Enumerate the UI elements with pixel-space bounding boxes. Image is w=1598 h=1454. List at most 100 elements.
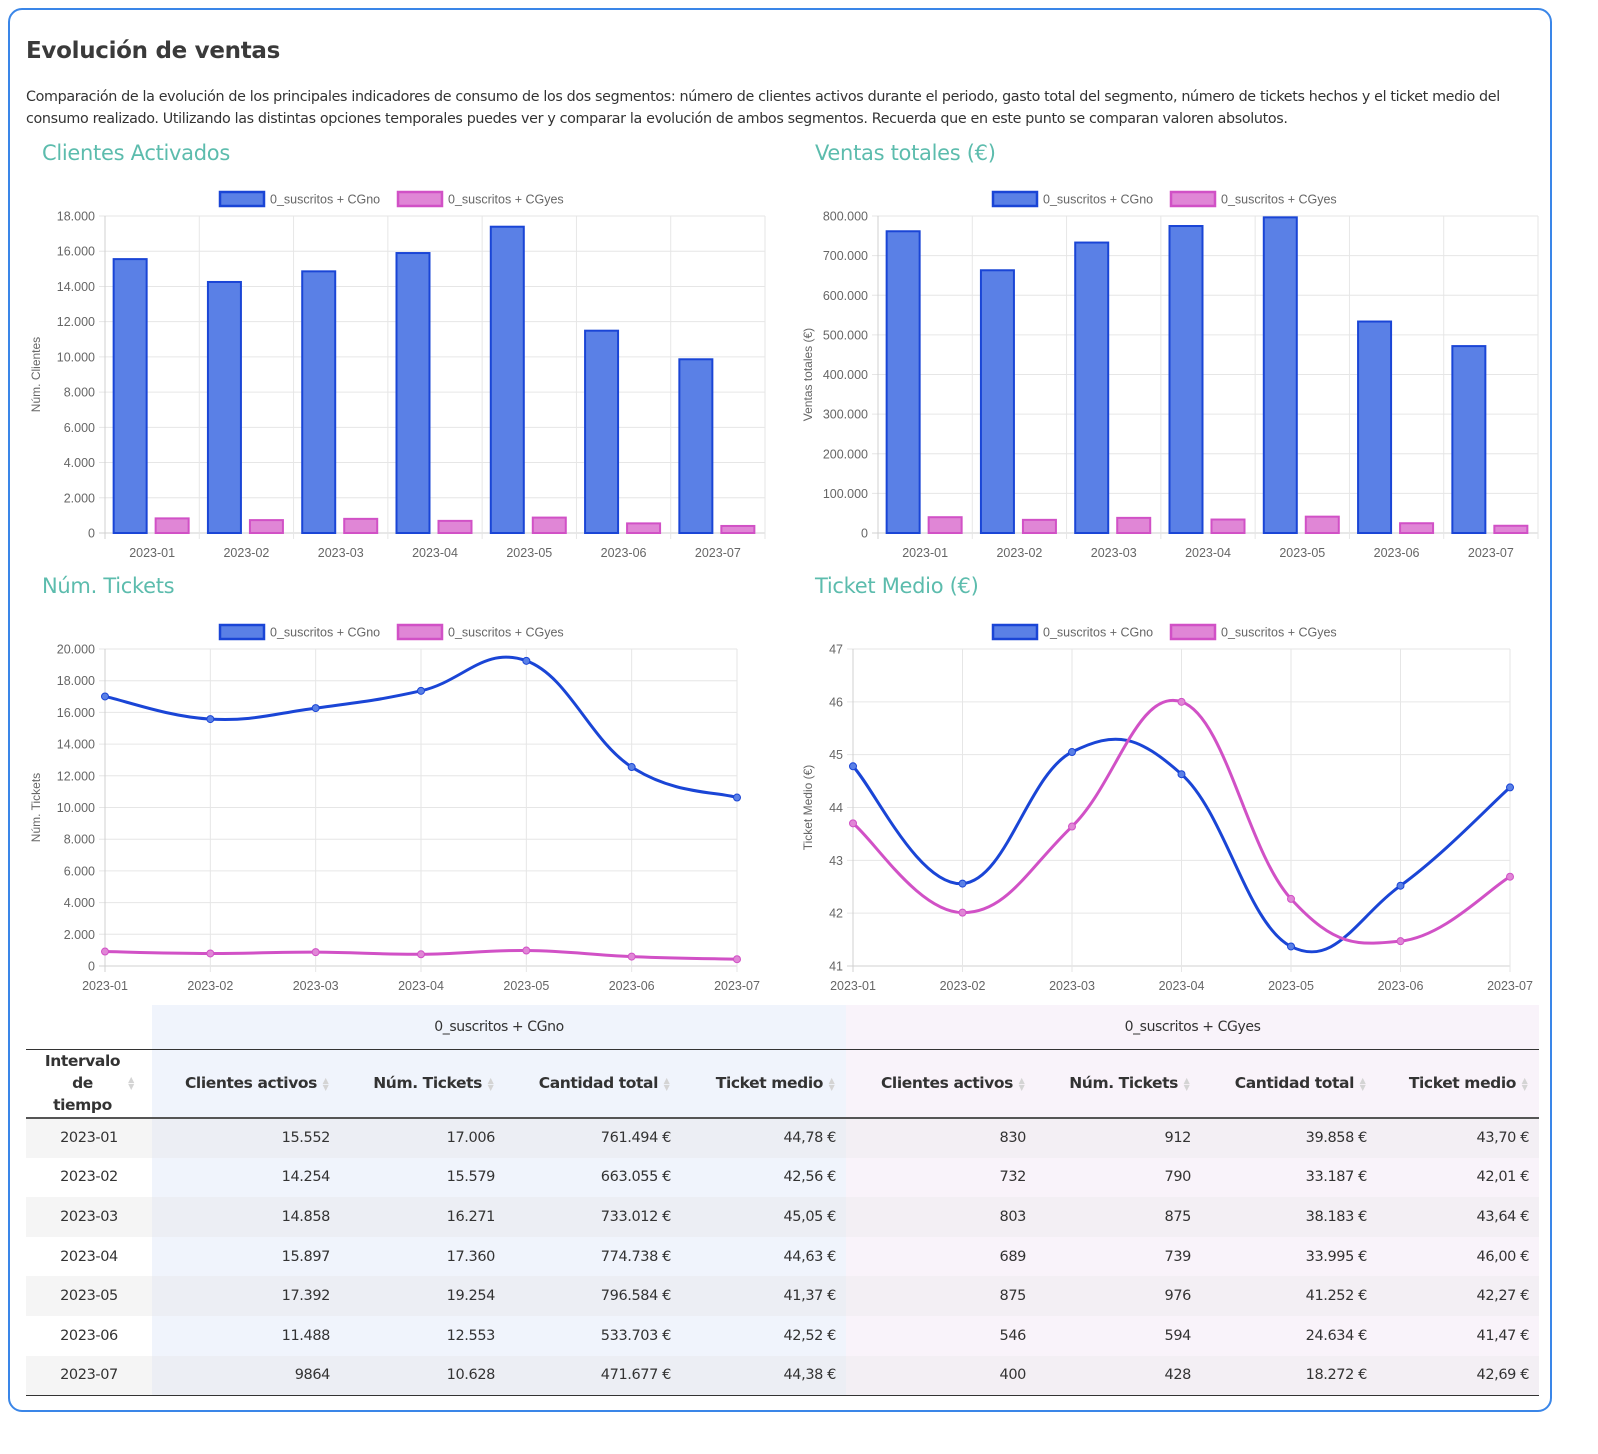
point-cgyes[interactable] <box>1506 872 1514 881</box>
x-tick-label: 2023-02 <box>996 546 1042 560</box>
column-header-label: Cantidad total <box>538 1074 659 1093</box>
point-cgno[interactable] <box>627 763 636 772</box>
table-cell-interval: 2023-03 <box>26 1197 152 1237</box>
bar-cgyes[interactable] <box>1210 518 1246 534</box>
bar-cgyes[interactable] <box>531 516 567 534</box>
point-cgno[interactable] <box>206 715 215 724</box>
table-cell-ticket-medio-cgno: 44,78 € <box>681 1118 846 1158</box>
point-cgyes[interactable] <box>417 950 425 959</box>
legend-item-cgno[interactable]: 0_suscritos + CGno <box>218 623 380 641</box>
chart-tickets: 0 2.000 4.000 6.000 8.000 10.000 12.000 14.000 1… <box>29 623 760 993</box>
point-cgyes[interactable] <box>1287 894 1295 903</box>
column-header-clientes-cgno[interactable]: Clientes activos ▲ ▼ <box>152 1049 340 1119</box>
sort-icon[interactable]: ▲ ▼ <box>828 1075 835 1092</box>
bar-cgno[interactable] <box>1168 225 1204 534</box>
bar-cgyes[interactable] <box>927 516 963 534</box>
bar-cgyes[interactable] <box>1304 515 1340 534</box>
point-cgno[interactable] <box>1068 748 1076 757</box>
sort-icon[interactable]: ▲ ▼ <box>128 1075 134 1092</box>
legend-item-cgyes[interactable]: 0_suscritos + CGyes <box>396 190 564 208</box>
bar-cgyes[interactable] <box>437 519 473 535</box>
column-header-cantidad-cgyes[interactable]: Cantidad total ▲ ▼ <box>1201 1049 1377 1119</box>
point-cgno[interactable] <box>733 793 741 802</box>
bar-cgno[interactable] <box>885 230 921 534</box>
table-cell-ticket-medio-cgyes: 42,01 € <box>1377 1157 1540 1198</box>
point-cgno[interactable] <box>1177 770 1186 779</box>
bar-cgno[interactable] <box>1074 241 1110 534</box>
point-cgyes[interactable] <box>206 949 215 958</box>
point-cgyes[interactable] <box>101 947 109 956</box>
point-cgyes[interactable] <box>733 955 741 964</box>
bar-cgno[interactable] <box>678 358 714 534</box>
point-cgyes[interactable] <box>849 819 857 828</box>
column-header-tickets-cgno[interactable]: Núm. Tickets ▲ ▼ <box>340 1049 505 1119</box>
point-cgyes[interactable] <box>1177 697 1186 706</box>
table-cell-tickets-cgno: 17.006 <box>340 1118 505 1158</box>
legend-item-cgyes[interactable]: 0_suscritos + CGyes <box>396 623 564 641</box>
legend-item-cgno[interactable]: 0_suscritos + CGno <box>991 623 1153 641</box>
bar-cgno[interactable] <box>112 258 148 534</box>
point-cgyes[interactable] <box>522 946 531 955</box>
point-cgno[interactable] <box>1506 783 1514 792</box>
bar-cgyes[interactable] <box>343 517 379 534</box>
column-header-cantidad-cgno[interactable]: Cantidad total ▲ ▼ <box>505 1049 681 1119</box>
chart-ticketmedio: 41 42 43 44 45 46 47 2023-01 2023-02 2023-03 2023-… <box>801 623 1533 993</box>
sort-icon[interactable]: ▲ ▼ <box>1183 1075 1190 1092</box>
point-cgyes[interactable] <box>311 948 320 957</box>
legend-item-cgyes[interactable]: 0_suscritos + CGyes <box>1169 623 1337 641</box>
legend-label: 0_suscritos + CGno <box>270 626 380 640</box>
sort-icon[interactable]: ▲ ▼ <box>322 1075 329 1092</box>
bar-cgyes[interactable] <box>154 517 190 534</box>
legend-item-cgyes[interactable]: 0_suscritos + CGyes <box>1169 190 1337 208</box>
legend-swatch <box>1169 190 1217 208</box>
bar-cgno[interactable] <box>1262 216 1298 535</box>
legend-item-cgno[interactable]: 0_suscritos + CGno <box>991 190 1153 208</box>
point-cgno[interactable] <box>417 686 425 695</box>
bar-cgyes[interactable] <box>1116 516 1152 535</box>
table-cell-ticket-medio-cgno: 41,37 € <box>681 1276 846 1316</box>
point-cgno[interactable] <box>958 879 967 888</box>
bar-cgno[interactable] <box>584 329 620 535</box>
bar-cgyes[interactable] <box>1399 522 1435 534</box>
column-header-ticket-medio-cgyes[interactable]: Ticket medio ▲ ▼ <box>1377 1049 1540 1119</box>
column-header-interval[interactable]: Intervalo de tiempo ▲ ▼ <box>26 1049 152 1119</box>
bar-cgno[interactable] <box>301 270 337 534</box>
point-cgyes[interactable] <box>1068 822 1076 831</box>
point-cgyes[interactable] <box>958 908 967 917</box>
sort-icon[interactable]: ▲ ▼ <box>1359 1075 1366 1092</box>
point-cgno[interactable] <box>311 704 320 713</box>
point-cgno[interactable] <box>1396 881 1405 890</box>
table-cell-clientes-cgyes: 689 <box>846 1236 1036 1277</box>
legend-item-cgno[interactable]: 0_suscritos + CGno <box>218 190 380 208</box>
point-cgyes[interactable] <box>1396 937 1405 946</box>
sort-icon[interactable]: ▲ ▼ <box>1018 1075 1025 1092</box>
bar-cgno[interactable] <box>206 280 242 534</box>
column-header-ticket-medio-cgno[interactable]: Ticket medio ▲ ▼ <box>681 1049 846 1119</box>
point-cgno[interactable] <box>522 656 531 665</box>
table-cell-cantidad-cgyes: 41.252 € <box>1201 1276 1377 1316</box>
table-cell-cantidad-cgyes: 38.183 € <box>1201 1197 1377 1237</box>
sort-icon[interactable]: ▲ ▼ <box>1521 1075 1528 1092</box>
bar-cgno[interactable] <box>395 252 431 534</box>
y-tick-label: 12.000 <box>57 769 95 783</box>
y-tick-label: 45 <box>829 748 843 762</box>
bar-cgyes[interactable] <box>1021 518 1057 535</box>
bar-cgno[interactable] <box>1451 345 1487 534</box>
bar-cgyes[interactable] <box>720 524 756 535</box>
bar-cgno[interactable] <box>1357 320 1393 534</box>
table-cell-interval: 2023-02 <box>26 1157 152 1198</box>
bar-cgno[interactable] <box>979 269 1015 534</box>
point-cgyes[interactable] <box>627 952 636 961</box>
bar-cgyes[interactable] <box>626 522 662 535</box>
column-header-tickets-cgyes[interactable]: Núm. Tickets ▲ ▼ <box>1036 1049 1201 1119</box>
sort-icon[interactable]: ▲ ▼ <box>663 1075 670 1092</box>
sort-icon[interactable]: ▲ ▼ <box>487 1075 494 1092</box>
point-cgno[interactable] <box>1287 942 1295 951</box>
x-tick-label: 2023-05 <box>1279 546 1325 560</box>
bar-cgyes[interactable] <box>248 519 284 534</box>
column-header-clientes-cgyes[interactable]: Clientes activos ▲ ▼ <box>846 1049 1036 1119</box>
point-cgno[interactable] <box>849 762 857 771</box>
bar-cgyes[interactable] <box>1493 524 1529 534</box>
point-cgno[interactable] <box>101 692 109 701</box>
bar-cgno[interactable] <box>489 225 525 534</box>
